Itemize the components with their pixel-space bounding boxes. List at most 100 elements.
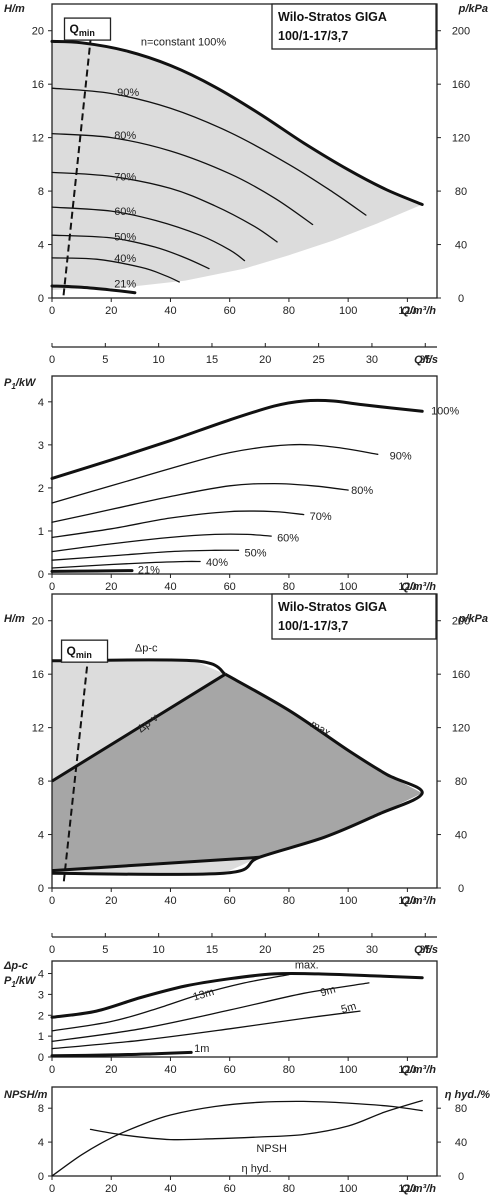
h-control-title: Wilo-Stratos GIGA: [278, 600, 387, 614]
h-speed-series-label: 80%: [114, 130, 136, 142]
power-series-line: [50, 398, 424, 480]
h-speed-operating-area: [52, 41, 423, 291]
h-control-title-box: [271, 593, 437, 640]
h-speed-series-label: 50%: [114, 232, 136, 244]
h-speed-y2tick-label: 80: [455, 186, 467, 198]
power-control-series-line: [50, 1050, 193, 1058]
h-control-y2tick-label: 80: [455, 776, 467, 788]
h-control-xtick-label: 20: [105, 895, 117, 907]
power-xtick-label: 20: [105, 581, 117, 593]
h-speed-series-label: 60%: [114, 206, 136, 218]
qls-tick-label: 10: [153, 354, 165, 366]
h-speed-xtick-label: 60: [224, 305, 236, 317]
power-ytick-label: 0: [38, 569, 44, 581]
h-speed-y2label: p/kPa: [458, 3, 488, 15]
power-control-xlabel: Q/m³/h: [401, 1064, 436, 1076]
h-control-ytick-label: 20: [32, 616, 44, 628]
h-control-xtick-label: 80: [283, 895, 295, 907]
power-control-ylabel: P1/kW: [4, 975, 37, 989]
power-control-xtick-label: 80: [283, 1064, 295, 1076]
power-series-line: [51, 560, 201, 569]
h-control-y2tick-label: 40: [455, 830, 467, 842]
h-speed-y2tick-label: 0: [458, 293, 464, 305]
h-speed-series-line: [51, 234, 210, 270]
h-speed-chart: n=constant 100%90%80%70%60%50%40%21%Qmin…: [4, 3, 488, 317]
power-control-ytick-label: 1: [38, 1031, 44, 1043]
h-control-xtick-label: 120: [398, 895, 416, 907]
power-series-line: [51, 510, 305, 539]
npsh-ylabel: NPSH/m: [4, 1089, 48, 1101]
power-xlabel: Q/m³/h: [401, 581, 436, 593]
qls-tick-label: 30: [366, 354, 378, 366]
power-control-series-line: [51, 982, 370, 1042]
h-speed-series-line: [51, 206, 246, 262]
npsh-xtick-label: 80: [283, 1183, 295, 1195]
h-speed-ytick-label: 16: [32, 79, 44, 91]
h-control-qmin-box: [60, 639, 109, 663]
h-speed-qmin-box: [63, 17, 112, 41]
power-control-xtick-label: 0: [49, 1064, 55, 1076]
power-control-xtick-label: 120: [398, 1064, 416, 1076]
h-control-y2tick-label: 160: [452, 669, 470, 681]
h-speed-qmin-sub: min: [79, 28, 95, 38]
power-xtick-label: 80: [283, 581, 295, 593]
power-control-ytick-label: 4: [38, 969, 44, 981]
h-speed-y2tick-label: 200: [452, 26, 470, 38]
power-series-line: [51, 482, 349, 523]
power-control-xtick-label: 60: [224, 1064, 236, 1076]
power-series-label: 40%: [206, 557, 228, 569]
qls-tick-label: 20: [259, 944, 271, 956]
power-series-line: [51, 443, 379, 504]
npsh-y2tick-label: 40: [455, 1137, 467, 1149]
power-control-series-label: 1m: [194, 1043, 209, 1055]
npsh-ytick-label: 8: [38, 1103, 44, 1115]
h-control-ytick-label: 0: [38, 883, 44, 895]
power-series-label: 100%: [431, 405, 459, 417]
h-control-series-line: [51, 855, 260, 873]
power-series-label: 50%: [245, 547, 267, 559]
qls-tick-label: 20: [259, 354, 271, 366]
npsh-xtick-label: 120: [398, 1183, 416, 1195]
power-control-ytick-label: 3: [38, 989, 44, 1001]
h-control-frame: [51, 593, 438, 889]
h-speed-series-label: 90%: [117, 87, 139, 99]
qls-tick-label: 35: [419, 354, 431, 366]
h-control-y2label: p/kPa: [458, 613, 488, 625]
power-control-series-label: 13m: [192, 986, 216, 1003]
power-control-ylabel-sub: 1: [11, 980, 16, 989]
h-speed-series-line: [51, 132, 314, 226]
power-xtick-label: 60: [224, 581, 236, 593]
h-speed-title-box: [271, 3, 437, 50]
power-control-series-line: [51, 973, 290, 1032]
h-speed-series-line: [51, 87, 367, 216]
power-control-xtick-label: 40: [164, 1064, 176, 1076]
qls-tick-label: 5: [102, 354, 108, 366]
power-control-ylabel-top: Δp-c: [3, 960, 28, 972]
h-control-ytick-label: 12: [32, 723, 44, 735]
h-speed-y2tick-label: 40: [455, 240, 467, 252]
h-speed-series-label: 40%: [114, 253, 136, 265]
h-control-xtick-label: 0: [49, 895, 55, 907]
h-control-ytick-label: 4: [38, 830, 44, 842]
h-control-subtitle: 100/1-17/3,7: [278, 619, 348, 633]
h-control-xtick-label: 40: [164, 895, 176, 907]
h-control-series-line: [51, 672, 424, 876]
npsh-frame: [51, 1086, 438, 1177]
h-control-qmin-sub: min: [76, 650, 92, 660]
h-speed-series-line: [51, 257, 180, 283]
h-speed-series-label: n=constant 100%: [141, 36, 227, 48]
h-speed-y2tick-label: 120: [452, 133, 470, 145]
power-control-series-line: [50, 971, 424, 1019]
qls-xlabel: Q/l/s: [414, 354, 438, 366]
power-ytick-label: 1: [38, 526, 44, 538]
h-control-ytick-label: 8: [38, 776, 44, 788]
h-speed-qmin-line: [62, 39, 92, 296]
npsh-xtick-label: 20: [105, 1183, 117, 1195]
power-control-series-label: max.: [295, 959, 319, 971]
h-speed-xtick-label: 40: [164, 305, 176, 317]
h-speed-subtitle: 100/1-17/3,7: [278, 29, 348, 43]
h-speed-ytick-label: 20: [32, 26, 44, 38]
